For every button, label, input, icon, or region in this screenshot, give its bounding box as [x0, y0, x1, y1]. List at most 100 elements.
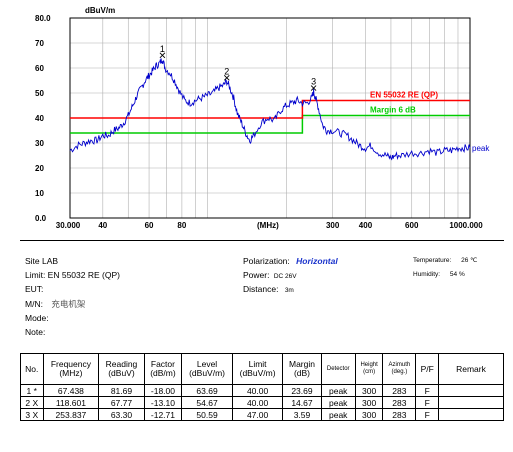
- limit-text: Limit: EN 55032 RE (QP): [25, 270, 120, 280]
- header-height: Height (cm): [354, 353, 384, 385]
- trace-end-label: peak: [472, 144, 490, 153]
- site-text: Site LAB: [25, 256, 59, 266]
- cell-margin: 23.69: [282, 384, 322, 397]
- chart-lines: EN 55032 RE (QP) Margin 6 dB peak: [69, 58, 490, 161]
- cell-factor: -12.71: [143, 408, 183, 421]
- humidity-value: 54 %: [449, 271, 465, 278]
- cell-remark: [438, 396, 504, 409]
- x-tick-label: 1000.000: [449, 221, 483, 230]
- cell-height: 300: [354, 384, 384, 397]
- cell-limit: 40.00: [231, 396, 284, 409]
- header-azimuth: Azimuth (deg.): [382, 353, 417, 385]
- distance-label: Distance:: [243, 284, 279, 294]
- x-tick-label: 400: [359, 221, 373, 230]
- y-tick-label: 30: [35, 139, 44, 148]
- cell-level: 50.59: [181, 408, 233, 421]
- temperature-value: 26 ℃: [461, 257, 478, 264]
- header-reading: Reading (dBuV): [98, 353, 145, 385]
- x-tick-label: 40: [98, 221, 107, 230]
- cell-pf: F: [415, 396, 439, 409]
- marker-cross: [159, 52, 166, 59]
- y-tick-label: 40: [35, 114, 44, 123]
- cell-no: 2 X: [20, 396, 44, 409]
- cell-level: 54.67: [181, 396, 233, 409]
- header-detector: Detector: [320, 353, 356, 385]
- cell-reading: 67.77: [98, 396, 145, 409]
- cell-frequency: 67.438: [42, 384, 100, 397]
- cell-factor: -13.10: [143, 396, 183, 409]
- mn-value: 充电机架: [51, 300, 86, 310]
- y-tick-label: 60: [35, 64, 44, 73]
- cell-pf: F: [415, 408, 439, 421]
- y-tick-label: 80.0: [35, 14, 51, 23]
- cell-margin: 3.59: [282, 408, 322, 421]
- x-tick-label: 600: [405, 221, 419, 230]
- margin-line-label: Margin 6 dB: [370, 106, 416, 115]
- cell-limit: 40.00: [231, 384, 284, 397]
- polarization-field: Polarization: Horizontal: [243, 256, 338, 266]
- mn-field: M/N: 充电机架: [25, 299, 85, 310]
- header-level: Level (dBuV/m): [181, 353, 233, 385]
- temperature-label: Temperature:: [413, 257, 452, 264]
- power-label: Power:: [243, 270, 270, 280]
- cell-reading: 63.30: [98, 408, 145, 421]
- temperature-field: Temperature: 26 ℃: [413, 256, 477, 266]
- y-tick-label: 50: [35, 89, 44, 98]
- cell-azimuth: 283: [382, 408, 417, 421]
- header-limit: Limit (dBuV/m): [231, 353, 284, 385]
- cell-remark: [438, 408, 504, 421]
- header-factor: Factor (dB/m): [143, 353, 183, 385]
- note-text: Note:: [25, 327, 46, 337]
- cell-remark: [438, 384, 504, 397]
- marker-cross: [223, 75, 230, 81]
- cell-level: 63.69: [181, 384, 233, 397]
- y-tick-label: 70: [35, 39, 44, 48]
- table-header-row: No. Frequency (MHz) Reading (dBuV) Factor(…: [20, 353, 504, 385]
- mode-text: Mode:: [25, 313, 49, 323]
- cell-no: 1 *: [20, 384, 44, 397]
- cell-detector: peak: [320, 408, 356, 421]
- cell-detector: peak: [320, 396, 356, 409]
- cell-pf: F: [415, 384, 439, 397]
- x-tick-label: 30.000: [56, 221, 81, 230]
- cell-detector: peak: [320, 384, 356, 397]
- margin-line: [70, 114, 470, 134]
- header-pf: P/F: [415, 353, 439, 385]
- marker-label: 2: [224, 66, 229, 76]
- cell-azimuth: 283: [382, 396, 417, 409]
- humidity-field: Humidity: 54 %: [413, 270, 465, 280]
- header-margin: Margin (dB): [282, 353, 322, 385]
- polarization-value: Horizontal: [296, 256, 338, 266]
- distance-field: Distance: 3m: [243, 284, 294, 296]
- y-unit-label: dBuV/m: [85, 6, 115, 15]
- x-tick-label: 80: [177, 221, 186, 230]
- x-tick-labels: 30.000 40 60 80 300 400 600 1000.000: [56, 221, 483, 230]
- cell-reading: 81.69: [98, 384, 145, 397]
- cell-height: 300: [354, 408, 384, 421]
- cell-height: 300: [354, 396, 384, 409]
- x-unit-label: (MHz): [257, 221, 279, 230]
- cell-azimuth: 283: [382, 384, 417, 397]
- header-frequency: Frequency (MHz): [42, 353, 100, 385]
- x-tick-label: 60: [145, 221, 154, 230]
- y-tick-label: 0.0: [35, 214, 47, 223]
- emission-chart: 0.0 10 20 30 40 50 60 70 80.0 30.000 40 60 80 300 400…: [35, 6, 490, 230]
- cell-factor: -18.00: [143, 384, 183, 397]
- power-field: Power: DC 26V: [243, 270, 297, 282]
- marker-label: 1: [160, 44, 165, 54]
- results-table: No. Frequency (MHz) Reading (dBuV) Factor(…: [20, 353, 504, 421]
- distance-value: 3m: [284, 287, 294, 294]
- table-row: 3 X 253.837 63.30 -12.71 50.59 47.00 3.5…: [20, 408, 504, 421]
- eut-text: EUT:: [25, 284, 44, 294]
- table-row: 1 * 67.438 81.69 -18.00 63.69 40.00 23.6…: [20, 384, 504, 397]
- cell-limit: 47.00: [231, 408, 284, 421]
- cell-margin: 14.67: [282, 396, 322, 409]
- info-top-divider: [20, 240, 504, 241]
- limit-line: [70, 99, 470, 119]
- y-tick-labels: 0.0 10 20 30 40 50 60 70 80.0: [35, 14, 51, 223]
- y-tick-label: 10: [35, 189, 44, 198]
- cell-frequency: 253.837: [42, 408, 100, 421]
- x-tick-label: 300: [326, 221, 340, 230]
- power-value: DC 26V: [273, 273, 297, 280]
- marker-cross: [310, 85, 317, 91]
